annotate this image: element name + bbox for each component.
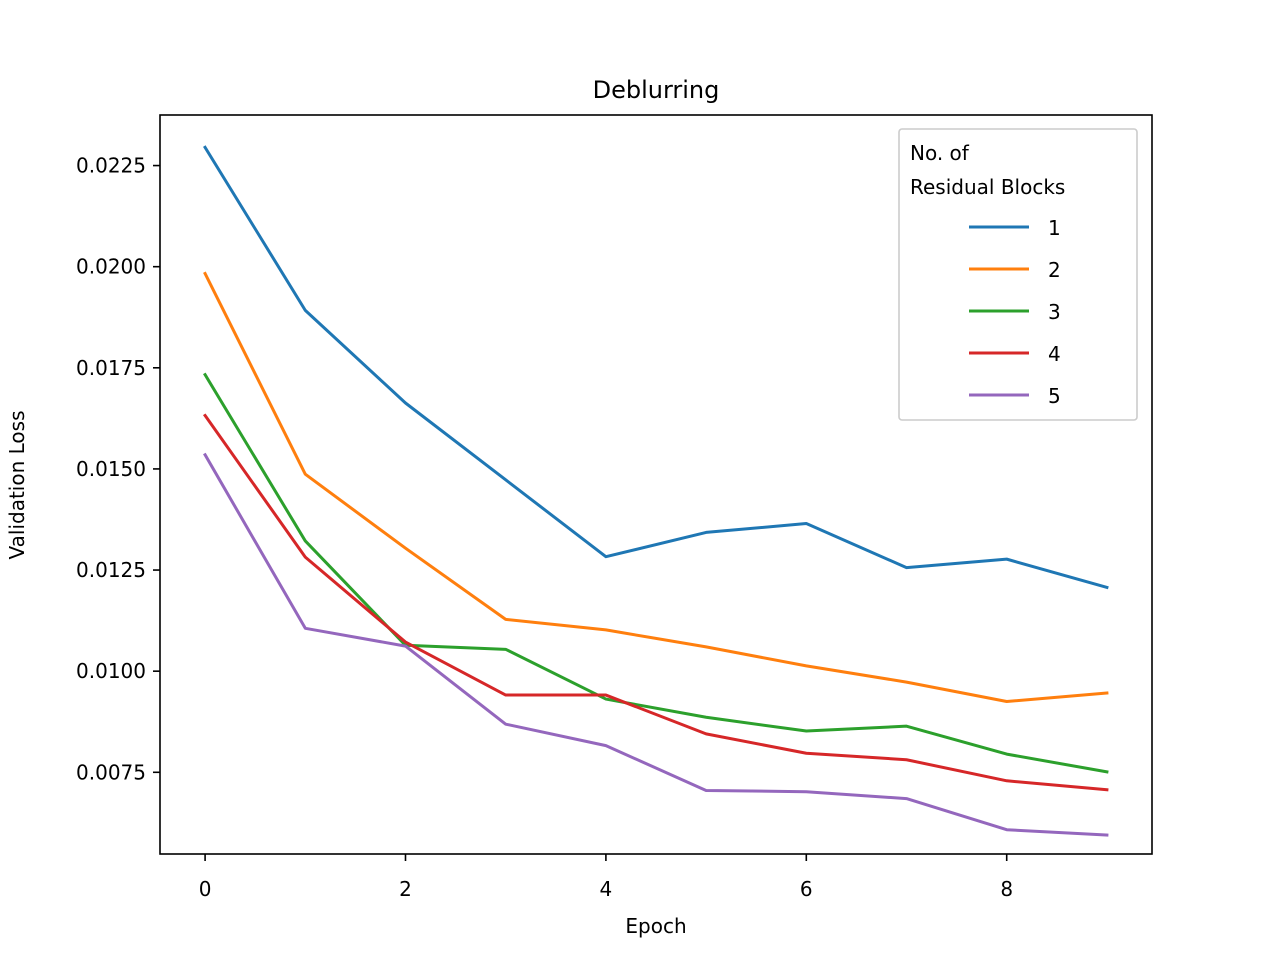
y-tick-label: 0.0200 xyxy=(76,255,146,279)
legend-label-5: 5 xyxy=(1048,384,1061,408)
plot-frame xyxy=(159,114,1153,855)
legend-entries: 1 2 3 4 5 xyxy=(969,216,1061,408)
series-line-1 xyxy=(203,145,1109,590)
legend-label-4: 4 xyxy=(1048,342,1061,366)
legend-label-2: 2 xyxy=(1048,258,1061,282)
legend-label-1: 1 xyxy=(1048,216,1061,240)
x-tick-label: 8 xyxy=(1000,877,1013,901)
chart-title: Deblurring xyxy=(593,76,720,104)
legend-title-line-1: No. of xyxy=(910,141,970,165)
legend-label-3: 3 xyxy=(1048,300,1061,324)
series-line-2 xyxy=(203,271,1109,704)
x-tick-label: 6 xyxy=(800,877,813,901)
y-tick-label: 0.0125 xyxy=(76,558,146,582)
y-tick-label: 0.0175 xyxy=(76,356,146,380)
y-tick-label: 0.0075 xyxy=(76,760,146,784)
x-tick-label: 4 xyxy=(600,877,613,901)
x-tick-label: 0 xyxy=(199,877,212,901)
x-tick-label: 2 xyxy=(399,877,412,901)
x-axis-ticks: 0 2 4 6 8 xyxy=(199,854,1013,901)
legend-title-line-2: Residual Blocks xyxy=(910,175,1065,199)
y-tick-label: 0.0150 xyxy=(76,457,146,481)
y-tick-label: 0.0225 xyxy=(76,154,146,178)
plot-lines xyxy=(202,145,1109,837)
y-axis-ticks: 0.0075 0.0100 0.0125 0.0150 0.0175 0.0200 0.02… xyxy=(76,154,160,784)
legend-box xyxy=(898,128,1138,421)
y-axis-label: Validation Loss xyxy=(5,411,29,560)
series-line-3 xyxy=(203,372,1109,774)
legend: No. of Residual Blocks 1 2 3 4 5 xyxy=(898,128,1138,421)
series-line-4 xyxy=(202,413,1109,792)
series-line-5 xyxy=(203,452,1109,837)
x-axis-label: Epoch xyxy=(625,914,686,938)
y-tick-label: 0.0100 xyxy=(76,659,146,683)
